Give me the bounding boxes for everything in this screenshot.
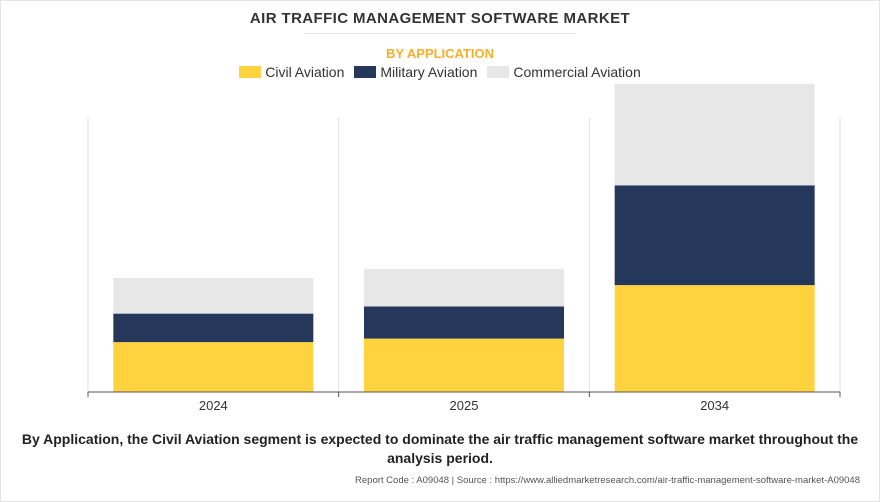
bar-military-aviation-2034 bbox=[614, 185, 815, 286]
bar-commercial-aviation-2025 bbox=[364, 269, 564, 307]
bar-civil-aviation-2024 bbox=[113, 342, 314, 392]
legend-label-civil-aviation: Civil Aviation bbox=[265, 64, 345, 80]
legend-item-civil-aviation: Civil Aviation bbox=[239, 64, 344, 80]
chart-subtitle: BY APPLICATION bbox=[385, 46, 495, 61]
legend-item-military-aviation: Military Aviation bbox=[354, 64, 477, 80]
bar-military-aviation-2024 bbox=[113, 313, 314, 343]
legend-swatch-military-aviation bbox=[354, 66, 377, 78]
source-footer: Report Code : A09048 | Source : https://… bbox=[355, 475, 860, 486]
bar-civil-aviation-2034 bbox=[614, 285, 815, 392]
legend-label-commercial-aviation: Commercial Aviation bbox=[513, 64, 641, 80]
x-tick-label: 2034 bbox=[700, 398, 729, 413]
x-tick-label: 2024 bbox=[199, 398, 228, 413]
legend-item-commercial-aviation: Commercial Aviation bbox=[487, 64, 641, 80]
chart-title: AIR TRAFFIC MANAGEMENT SOFTWARE MARKET bbox=[249, 10, 631, 27]
legend-swatch-civil-aviation bbox=[239, 66, 262, 78]
legend-label-military-aviation: Military Aviation bbox=[380, 64, 478, 80]
bar-civil-aviation-2025 bbox=[364, 338, 564, 392]
bar-military-aviation-2025 bbox=[364, 306, 564, 339]
stacked-bar-chart: 2024 2025 2034 bbox=[87, 83, 841, 413]
bar-commercial-aviation-2024 bbox=[113, 277, 314, 314]
title-divider bbox=[305, 33, 575, 34]
x-tick-label: 2025 bbox=[450, 398, 479, 413]
bar-commercial-aviation-2034 bbox=[614, 83, 815, 186]
legend: Civil Aviation Military Aviation Commerc… bbox=[0, 64, 880, 80]
chart-caption: By Application, the Civil Aviation segme… bbox=[21, 431, 859, 466]
legend-swatch-commercial-aviation bbox=[487, 66, 510, 78]
